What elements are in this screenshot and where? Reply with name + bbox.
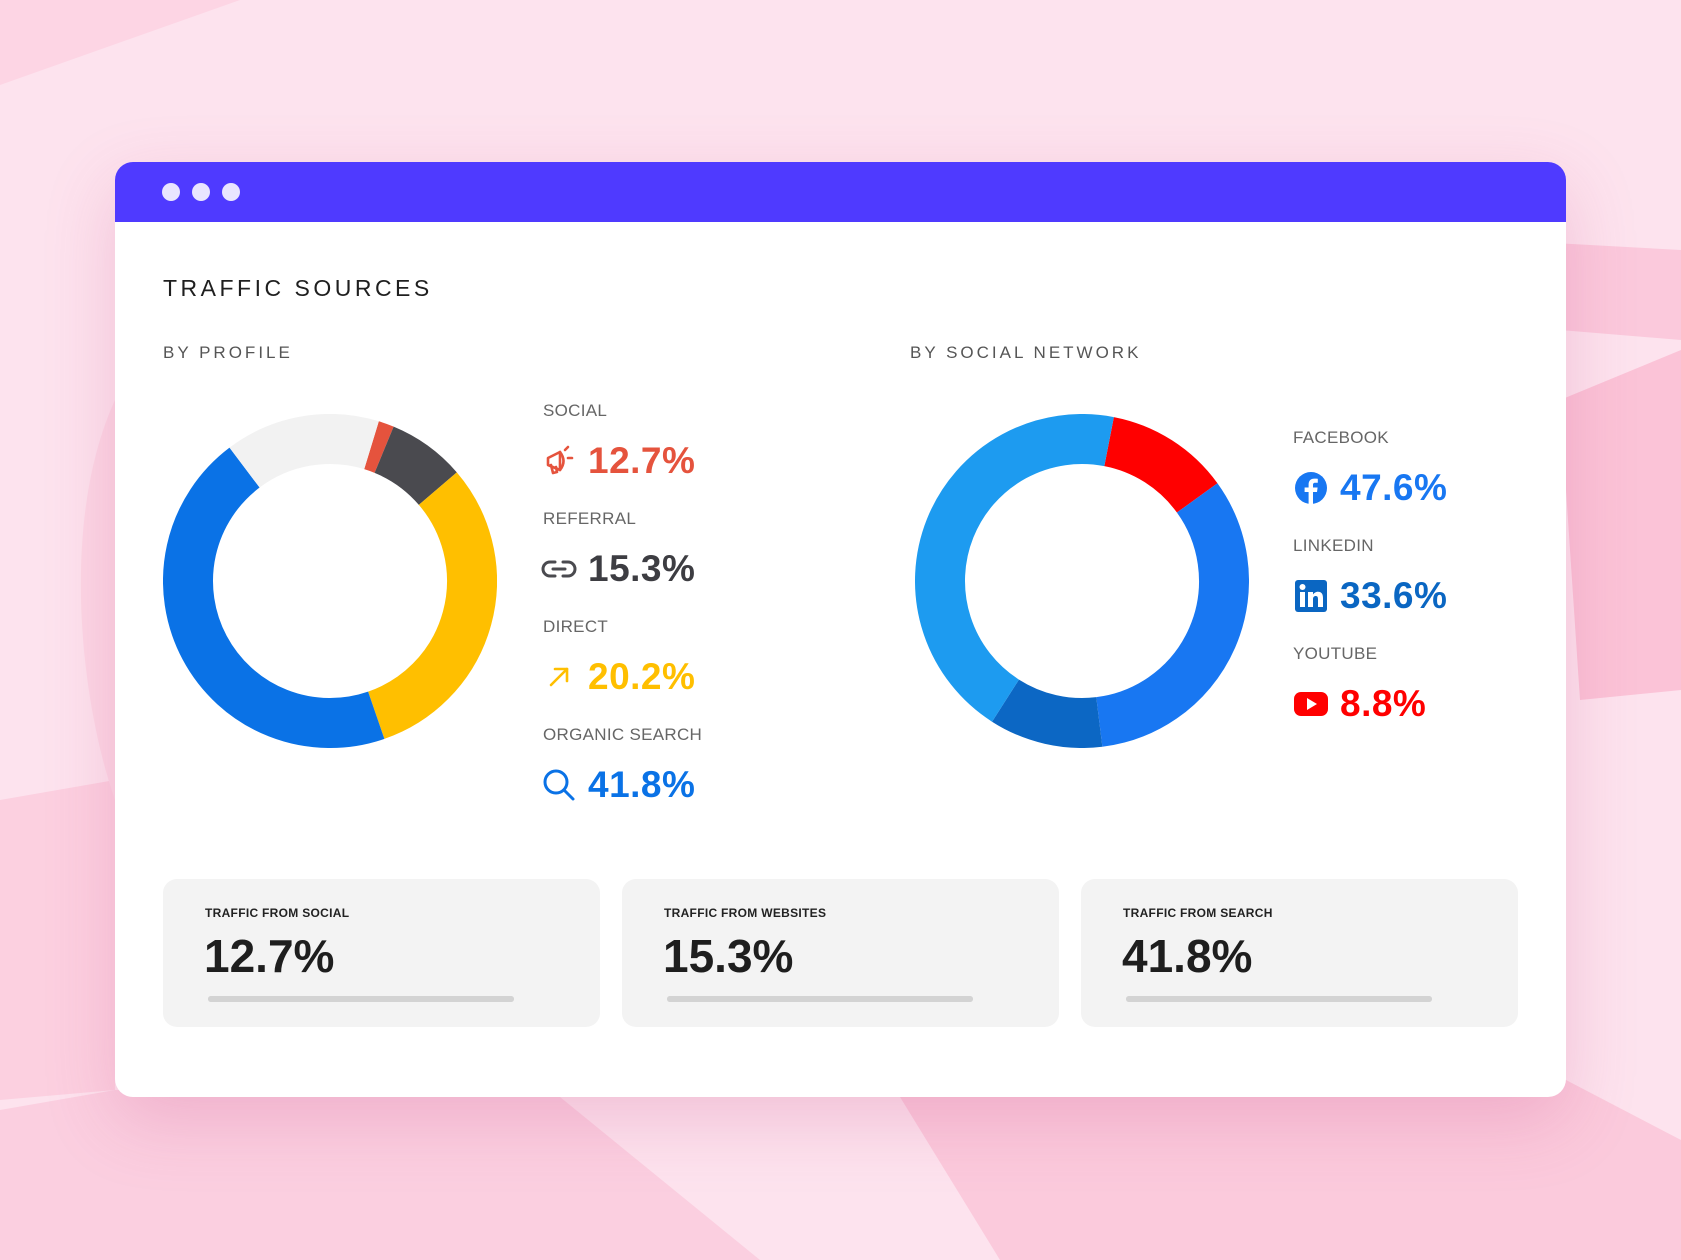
- legend-row-linkedin: 33.6%: [1292, 574, 1447, 618]
- donut-slice-referral: [373, 426, 457, 506]
- legend-label-linkedin: LINKEDIN: [1293, 536, 1374, 555]
- facebook-icon: [1292, 469, 1330, 507]
- stat-card-search[interactable]: TRAFFIC FROM SEARCH 41.8%: [1081, 879, 1518, 1027]
- legend-row-organic-search: 41.8%: [540, 763, 695, 807]
- donut-slice-facebook: [1095, 483, 1249, 747]
- legend-label-facebook: FACEBOOK: [1293, 428, 1389, 447]
- youtube-icon: [1292, 685, 1330, 723]
- arrow-up-right-icon: [540, 658, 578, 696]
- legend-value-youtube: 8.8%: [1340, 683, 1427, 724]
- section-label-profile: BY PROFILE: [163, 343, 293, 362]
- stat-card-value: 12.7%: [204, 930, 335, 982]
- stat-card-label: TRAFFIC FROM SEARCH: [1123, 906, 1273, 920]
- donut-slice-linkedin: [992, 679, 1103, 748]
- stat-card-progress-fill: [667, 996, 973, 1002]
- linkedin-icon: [1292, 577, 1330, 615]
- legend-value-organic-search: 41.8%: [588, 764, 696, 805]
- window-dot[interactable]: [162, 183, 180, 201]
- window-dot[interactable]: [222, 183, 240, 201]
- stat-card-value: 41.8%: [1122, 930, 1253, 982]
- page-title: TRAFFIC SOURCES: [163, 275, 433, 301]
- stat-card-progress-track: [1126, 996, 1432, 1002]
- stat-card-progress-track: [208, 996, 514, 1002]
- legend-value-social: 12.7%: [588, 440, 696, 481]
- donut-slice-organic-search: [163, 447, 385, 748]
- legend-value-linkedin: 33.6%: [1340, 575, 1448, 616]
- legend-label-organic-search: ORGANIC SEARCH: [543, 725, 703, 744]
- search-icon: [540, 766, 578, 804]
- legend-row-youtube: 8.8%: [1292, 682, 1426, 726]
- legend-row-social: 12.7%: [540, 439, 695, 483]
- stat-card-label: TRAFFIC FROM WEBSITES: [664, 906, 827, 920]
- link-icon: [540, 550, 578, 588]
- legend-value-referral: 15.3%: [588, 548, 696, 589]
- legend-label-referral: REFERRAL: [543, 509, 637, 528]
- profile-donut-chart: [163, 414, 497, 748]
- donut-slice-other: [915, 414, 1114, 722]
- stat-card-label: TRAFFIC FROM SOCIAL: [205, 906, 350, 920]
- stat-card-social[interactable]: TRAFFIC FROM SOCIAL 12.7%: [163, 879, 600, 1027]
- donut-slice-other: [229, 414, 379, 488]
- legend-label-social: SOCIAL: [543, 401, 608, 420]
- legend-value-facebook: 47.6%: [1340, 467, 1448, 508]
- megaphone-icon: [540, 442, 578, 480]
- donut-slice-youtube: [1103, 417, 1218, 514]
- stat-card-progress-track: [667, 996, 973, 1002]
- legend-row-direct: 20.2%: [540, 655, 695, 699]
- social-network-donut-chart: [915, 414, 1249, 748]
- legend-row-facebook: 47.6%: [1292, 466, 1447, 510]
- donut-slice-direct: [367, 472, 497, 739]
- legend-label-youtube: YOUTUBE: [1293, 644, 1378, 663]
- stat-card-websites[interactable]: TRAFFIC FROM WEBSITES 15.3%: [622, 879, 1059, 1027]
- stat-card-progress-fill: [1126, 996, 1432, 1002]
- section-label-social-network: BY SOCIAL NETWORK: [910, 343, 1142, 362]
- legend-value-direct: 20.2%: [588, 656, 696, 697]
- stat-card-progress-fill: [208, 996, 514, 1002]
- stat-card-value: 15.3%: [663, 930, 794, 982]
- donut-slice-social: [363, 421, 394, 473]
- app-window: TRAFFIC SOURCES BY PROFILE SOCIAL 12.7% …: [115, 162, 1566, 1097]
- legend-row-referral: 15.3%: [540, 547, 695, 591]
- legend-label-direct: DIRECT: [543, 617, 609, 636]
- window-titlebar: [115, 162, 1566, 222]
- window-dot[interactable]: [192, 183, 210, 201]
